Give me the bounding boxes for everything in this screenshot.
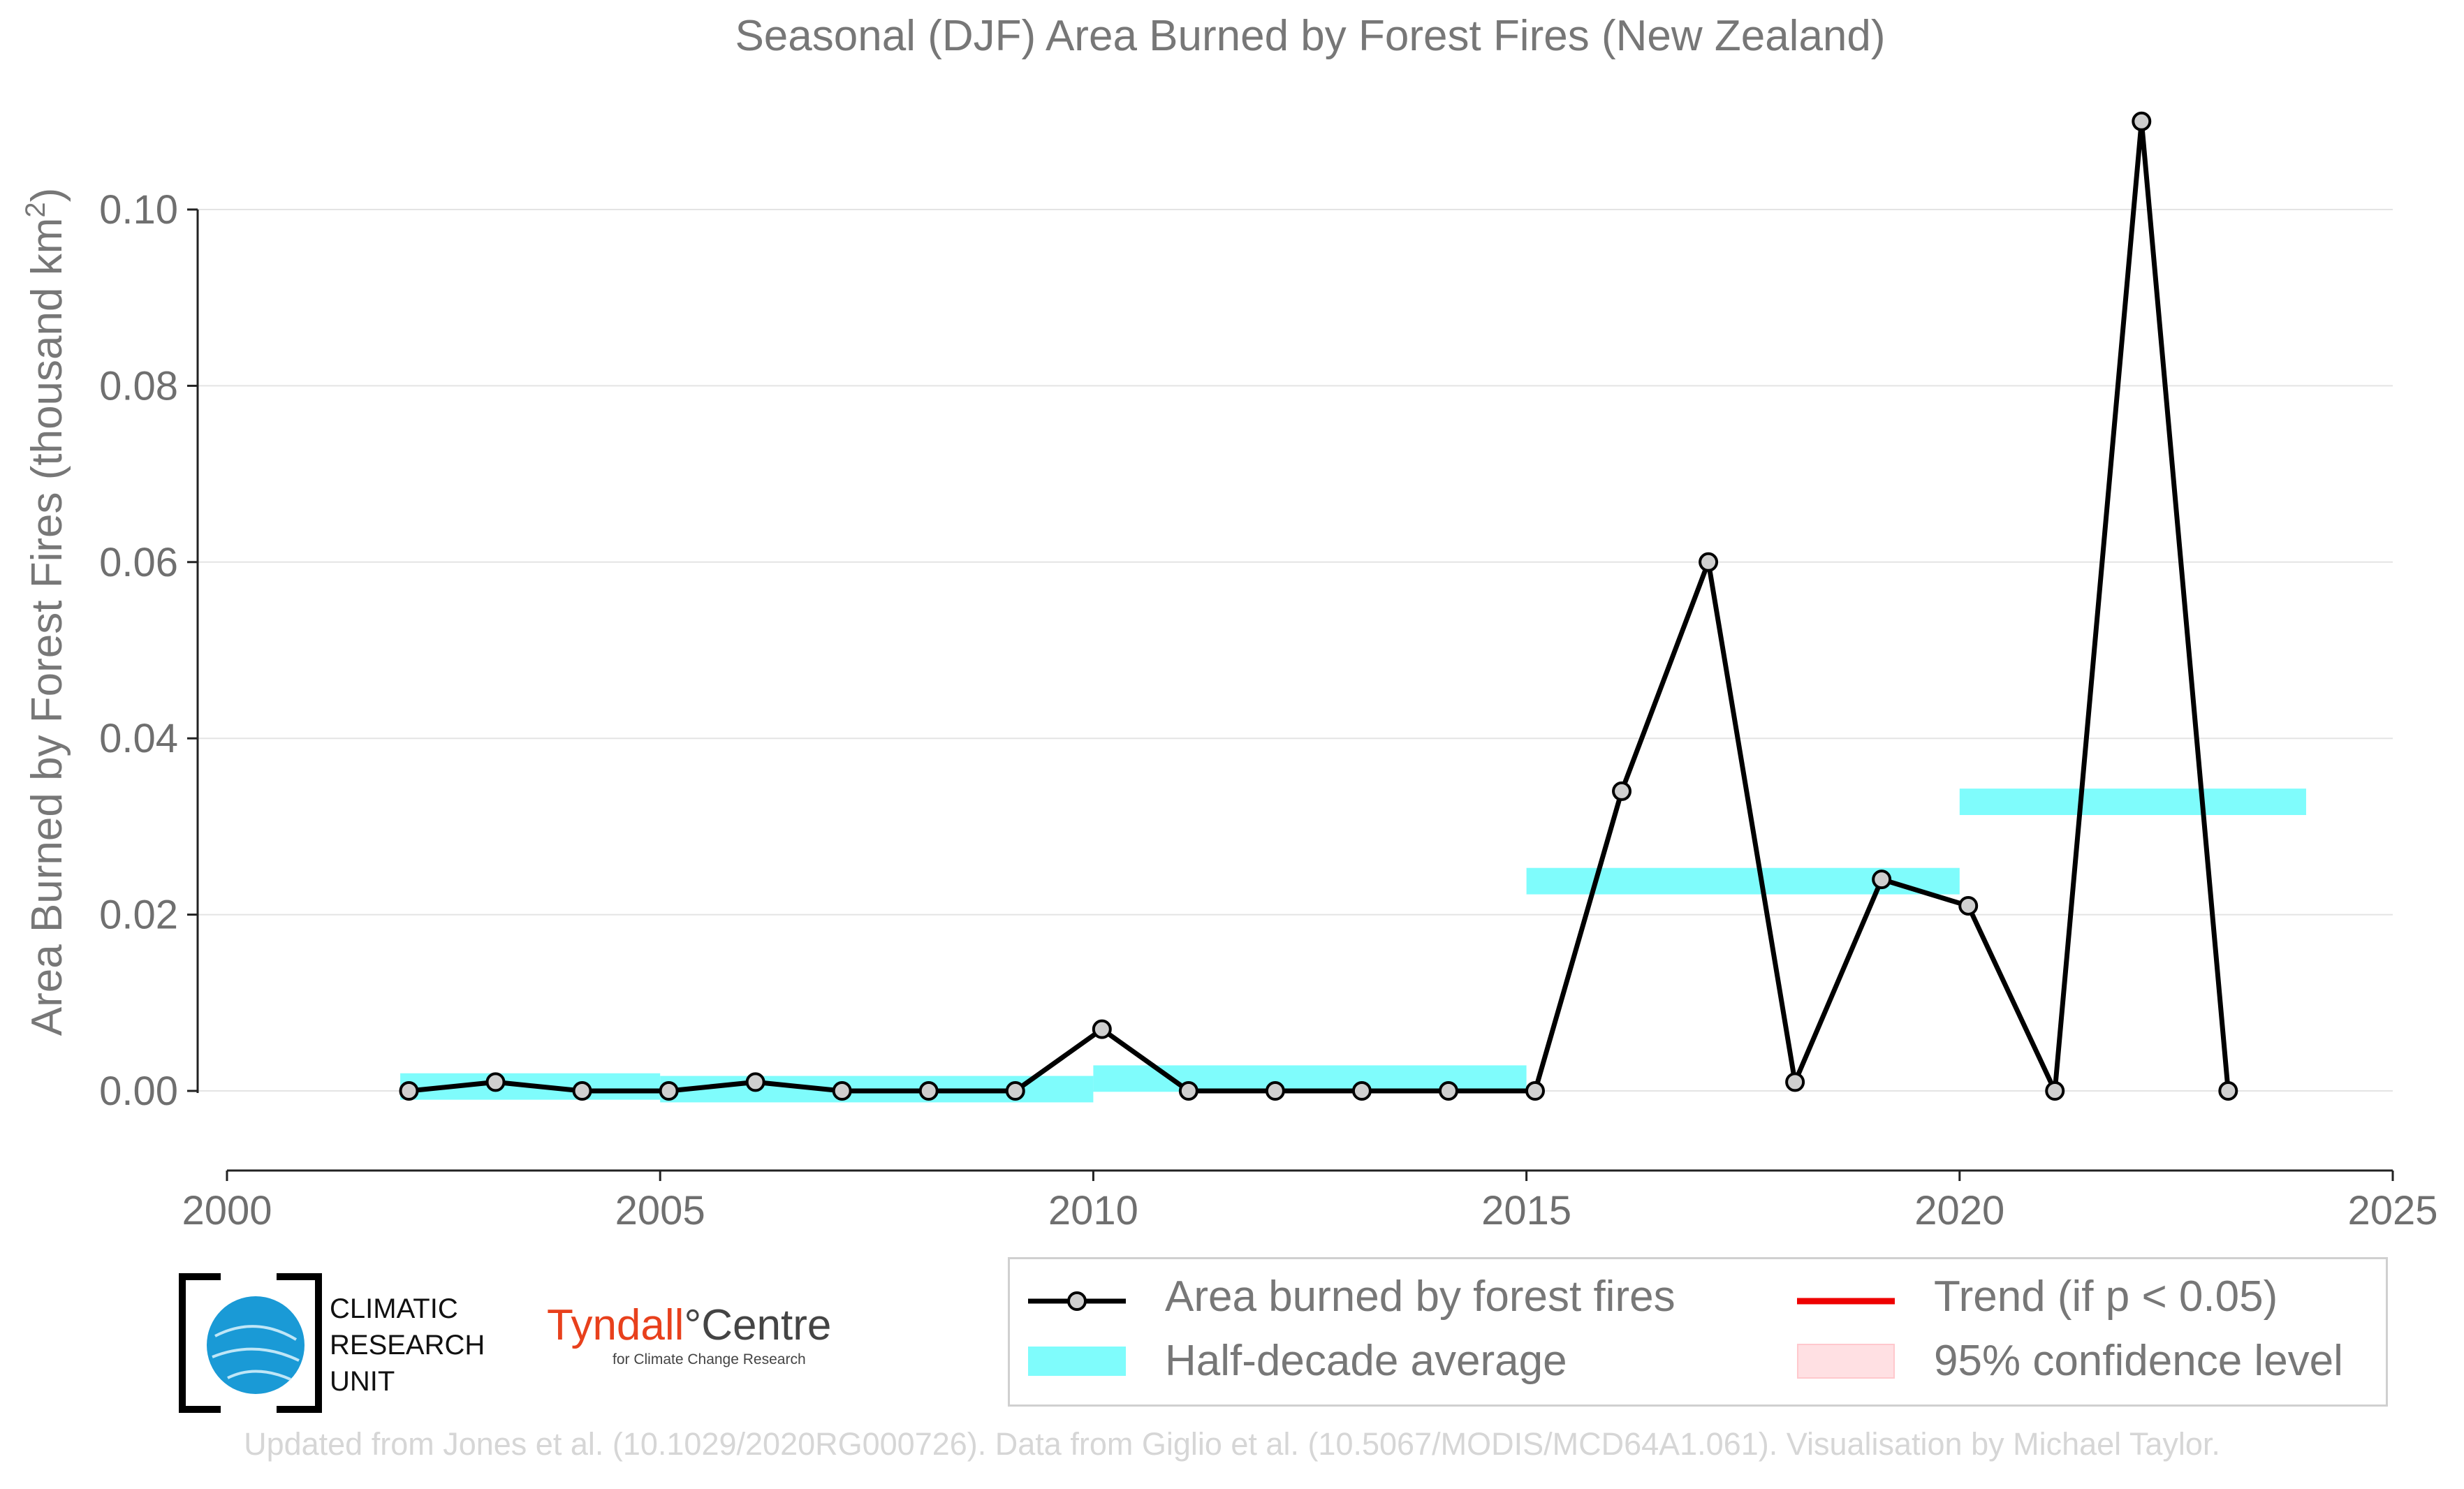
- data-point-2016: [1612, 781, 1632, 801]
- cru-bracket-right: [277, 1273, 322, 1413]
- data-point-2012: [1265, 1081, 1285, 1101]
- data-point-2023: [2218, 1081, 2238, 1101]
- data-point-2006: [745, 1072, 765, 1092]
- data-point-2018: [1785, 1072, 1805, 1092]
- data-point-2002: [399, 1081, 419, 1101]
- tyndall-logo: Tyndall°Centre for Climate Change Resear…: [547, 1300, 831, 1368]
- x-tick-label-2015: 2015: [1481, 1188, 1571, 1233]
- y-axis-label: Area Burned by Forest Fires (thousand km…: [20, 188, 71, 1036]
- legend-item-area-burned: Area burned by forest fires: [1028, 1272, 1675, 1321]
- series-line-area-burned: [409, 119, 2231, 1094]
- data-point-2007: [832, 1081, 852, 1101]
- legend-item-trend: Trend (if p < 0.05): [1797, 1272, 2278, 1321]
- legend-trend-line-icon: [1797, 1279, 1895, 1314]
- y-axis-label-main: Area Burned by Forest Fires (thousand km: [23, 218, 71, 1036]
- data-point-2019: [1872, 870, 1892, 890]
- axes: [196, 210, 2393, 1172]
- cru-logo: [179, 1273, 500, 1413]
- chart: Seasonal (DJF) Area Burned by Forest Fir…: [20, 12, 2438, 1233]
- y-tick-label-0.00: 0.00: [99, 1069, 178, 1114]
- y-tick-label-0.06: 0.06: [99, 540, 178, 585]
- legend-label-trend: Trend (if p < 0.05): [1934, 1272, 2278, 1321]
- y-tick-label-0.08: 0.08: [99, 363, 178, 409]
- legend-item-half-decade: Half-decade average: [1028, 1336, 1567, 1386]
- legend-line-marker-icon: [1028, 1279, 1126, 1314]
- legend-item-confidence: 95% confidence level: [1797, 1336, 2343, 1386]
- data-point-2008: [918, 1081, 939, 1101]
- data-point-2005: [659, 1081, 679, 1101]
- x-tick-label-2025: 2025: [2347, 1188, 2437, 1233]
- data-point-2004: [572, 1081, 592, 1101]
- data-point-2021: [2045, 1081, 2065, 1101]
- data-point-2013: [1351, 1081, 1372, 1101]
- grid: [198, 209, 2393, 1092]
- legend-band-icon: [1028, 1346, 1126, 1376]
- chart-title: Seasonal (DJF) Area Burned by Forest Fir…: [735, 12, 1885, 60]
- series-markers: [399, 111, 2238, 1101]
- cru-logo-text: CLIMATIC RESEARCH UNIT: [330, 1291, 485, 1400]
- tyndall-word: Tyndall: [547, 1301, 684, 1349]
- y-tick-label-0.02: 0.02: [99, 893, 178, 938]
- cru-bracket-left: [179, 1273, 221, 1413]
- legend-label-half-decade: Half-decade average: [1165, 1337, 1567, 1385]
- data-point-2010: [1092, 1019, 1112, 1039]
- x-tick-label-2005: 2005: [615, 1188, 705, 1233]
- data-point-2020: [1958, 895, 1979, 916]
- ticks: 0.00 0.02 0.04 0.06 0.08 0.10 2000 2005 2010 2015…: [99, 187, 2437, 1233]
- legend: Area burned by forest fires Trend (if p …: [1008, 1257, 2388, 1407]
- x-tick-label-2000: 2000: [182, 1188, 272, 1233]
- y-axis-label-superscript: 2: [20, 202, 51, 217]
- credit-footer: Updated from Jones et al. (10.1029/2020R…: [244, 1426, 2220, 1462]
- tyndall-degree: °: [684, 1301, 702, 1349]
- cru-globe-swirl: [212, 1325, 300, 1381]
- y-tick-label-0.10: 0.10: [99, 187, 178, 233]
- x-tick-label-2020: 2020: [1914, 1188, 2004, 1233]
- y-axis-label-close: ): [23, 188, 71, 203]
- data-point-2003: [485, 1072, 506, 1092]
- cru-line-1: CLIMATIC: [330, 1293, 458, 1324]
- data-point-2014: [1438, 1081, 1458, 1101]
- tyndall-subtitle: for Climate Change Research: [613, 1351, 806, 1367]
- data-point-2009: [1005, 1081, 1025, 1101]
- x-tick-label-2010: 2010: [1048, 1188, 1138, 1233]
- data-point-2015: [1525, 1081, 1546, 1101]
- cru-line-3: UNIT: [330, 1366, 395, 1397]
- tyndall-centre: Centre: [701, 1301, 832, 1349]
- y-tick-label-0.04: 0.04: [99, 716, 178, 761]
- legend-confidence-icon: [1797, 1343, 1895, 1379]
- legend-label-confidence: 95% confidence level: [1934, 1337, 2343, 1385]
- half-decade-band-4: [1959, 788, 2306, 815]
- half-decade-bands: [400, 788, 2306, 1103]
- data-point-2022: [2132, 111, 2152, 131]
- cru-globe-icon: [207, 1296, 305, 1394]
- data-point-2017: [1699, 552, 1719, 572]
- legend-label-area-burned: Area burned by forest fires: [1165, 1272, 1675, 1321]
- series-area-burned: [409, 119, 2231, 1094]
- cru-line-2: RESEARCH: [330, 1330, 485, 1360]
- tyndall-name: Tyndall°Centre: [547, 1300, 831, 1350]
- data-point-2011: [1178, 1081, 1198, 1101]
